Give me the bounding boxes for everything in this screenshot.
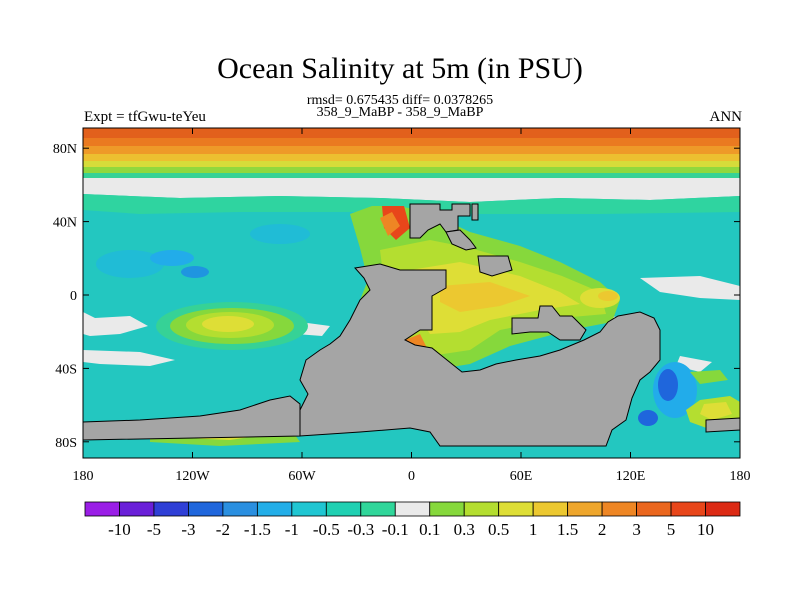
experiment-label: Expt = tfGwu-teYeu [84, 109, 206, 125]
colorbar-label: 1.5 [557, 520, 578, 539]
north-europe-coast [445, 229, 477, 251]
colorbar-label: 1 [529, 520, 538, 539]
lon-tick-label: 180 [730, 469, 751, 484]
colorbar-label: 10 [697, 520, 714, 539]
colorbar-label: -0.5 [313, 520, 340, 539]
colorbar-label: -5 [147, 520, 161, 539]
map-title: Ocean Salinity at 5m (in PSU) [217, 52, 583, 85]
arabian-peninsula [477, 255, 513, 277]
greenland-landmass [471, 203, 479, 221]
colorbar: -10 -5 -3 -2 -1.5 -1 -0.5 -0.3 -0.1 0.1 0.3 0.5 1 1.5… [84, 501, 741, 539]
southern-tip-landmass [705, 417, 740, 433]
lon-tick-label: 120E [616, 469, 646, 484]
colorbar-swatch [325, 501, 362, 517]
colorbar-label: 0.5 [488, 520, 509, 539]
colorbar-swatch [256, 501, 293, 517]
colorbar-swatch [429, 501, 465, 517]
colorbar-label: -1.5 [244, 520, 271, 539]
colorbar-label: -0.3 [347, 520, 374, 539]
lon-tick-label: 60W [288, 469, 316, 484]
lat-tick-label: 0 [70, 289, 77, 304]
colorbar-swatch [394, 501, 431, 517]
colorbar-swatch [119, 501, 155, 517]
colorbar-swatch [463, 501, 500, 517]
map-field [83, 128, 740, 458]
longitude-axis: 180 120W 60W 0 60E 120E 180 [73, 128, 751, 484]
colorbar-label: -10 [108, 520, 131, 539]
colorbar-label: 0.3 [454, 520, 475, 539]
colorbar-swatch [291, 501, 327, 517]
indian-subcontinent [511, 305, 587, 341]
colorbar-label: 0.1 [419, 520, 440, 539]
africa-eurasia-continent [299, 263, 661, 447]
colorbar-swatch [532, 501, 569, 517]
colorbar-swatch [360, 501, 396, 517]
antarctica-landmass [83, 395, 301, 441]
lat-tick-label: 40S [55, 362, 77, 377]
case-comparison-label: 358_9_MaBP - 358_9_MaBP [316, 105, 484, 120]
lon-tick-label: 120W [175, 469, 210, 484]
colorbar-swatch [188, 501, 224, 517]
colorbar-label: -0.1 [382, 520, 409, 539]
eurasia-landmass [409, 203, 471, 239]
colorbar-swatch [84, 501, 120, 517]
lon-tick-label: 180 [73, 469, 94, 484]
lat-tick-label: 40N [53, 216, 77, 231]
season-label: ANN [709, 109, 743, 125]
colorbar-swatch [498, 501, 534, 517]
colorbar-swatch [636, 501, 672, 517]
colorbar-label: 5 [667, 520, 676, 539]
colorbar-swatch [153, 501, 189, 517]
rmsd-diff-stats: rmsd= 0.675435 diff= 0.0378265 [306, 93, 494, 108]
lon-tick-label: 60E [510, 469, 533, 484]
colorbar-label: -2 [216, 520, 230, 539]
land-masses [83, 203, 740, 447]
colorbar-label: -3 [181, 520, 195, 539]
latitude-axis: 80N 40N 0 40S 80S [53, 142, 740, 451]
colorbar-swatch [567, 501, 603, 517]
colorbar-swatch [222, 501, 258, 517]
lon-tick-label: 0 [408, 469, 415, 484]
colorbar-swatch [601, 501, 637, 517]
colorbar-label: 2 [598, 520, 607, 539]
colorbar-swatch [705, 501, 741, 517]
pacific-gyre-anomaly [156, 302, 308, 350]
colorbar-label: -1 [285, 520, 299, 539]
lat-tick-label: 80N [53, 142, 77, 157]
lat-tick-label: 80S [55, 436, 77, 451]
colorbar-swatch [670, 501, 706, 517]
arctic-salinity-bands [83, 128, 740, 214]
colorbar-label: 3 [632, 520, 641, 539]
